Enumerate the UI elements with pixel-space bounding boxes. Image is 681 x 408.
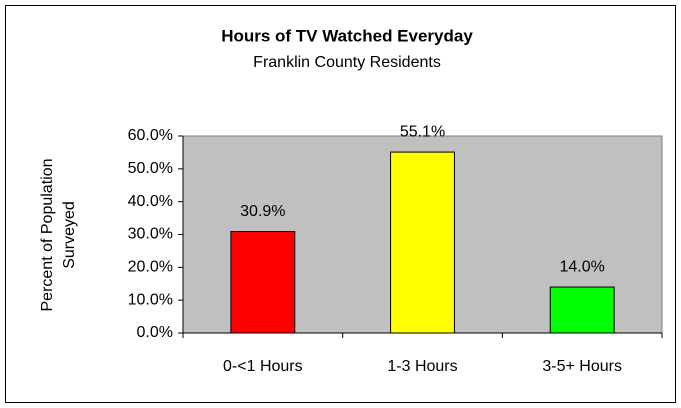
chart-title: Hours of TV Watched Everyday	[221, 26, 473, 45]
data-label: 14.0%	[559, 258, 604, 275]
x-tick-label: 1-3 Hours	[387, 358, 457, 375]
y-axis-label: Percent of Population	[39, 159, 56, 312]
x-tick-label: 0-<1 Hours	[223, 358, 303, 375]
chart-subtitle: Franklin County Residents	[253, 54, 441, 71]
data-label: 55.1%	[400, 123, 445, 140]
y-tick-label: 20.0%	[128, 259, 173, 276]
bar	[390, 151, 455, 334]
y-tick-label: 30.0%	[128, 226, 173, 243]
bar	[230, 231, 296, 334]
y-tick-label: 50.0%	[128, 160, 173, 177]
y-tick-label: 60.0%	[128, 127, 173, 144]
bar	[549, 286, 615, 334]
y-tick-label: 40.0%	[128, 193, 173, 210]
y-axis-label: Surveyed	[61, 201, 78, 269]
y-tick-label: 10.0%	[128, 291, 173, 308]
x-tick-label: 3-5+ Hours	[542, 358, 622, 375]
data-label: 30.9%	[240, 203, 285, 220]
y-tick-label: 0.0%	[137, 324, 173, 341]
